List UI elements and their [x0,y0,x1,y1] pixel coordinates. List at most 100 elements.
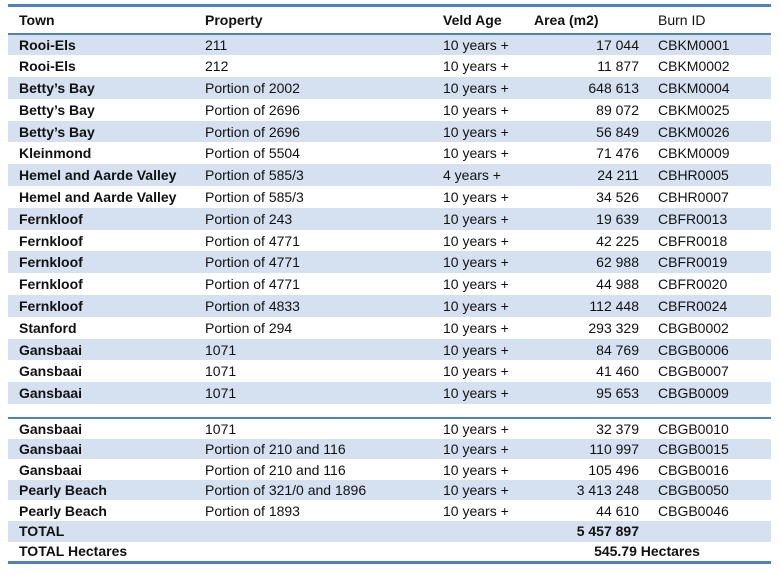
table-row: Gansbaai 1071 10 years + 95 653 CBGB0009 [8,382,771,405]
cell-area: 3 413 248 [576,482,639,499]
cell-burn-id: CBGB0007 [658,363,729,380]
cell-town: Fernkloof [19,232,83,249]
cell-veld-age: 10 years + [443,232,509,249]
cell-town: Fernkloof [19,210,83,227]
cell-area: 11 877 [597,58,639,75]
cell-burn-id: CBFR0019 [658,254,728,271]
cell-area: 84 769 [596,341,639,358]
table-row: Gansbaai 1071 10 years + 41 460 CBGB0007 [8,360,771,382]
table-row: Betty’s Bay Portion of 2696 10 years + 56 8… [8,120,771,143]
cell-veld-age: 10 years + [443,482,509,499]
cell-property: Portion of 294 [205,319,293,336]
cell-area: 71 476 [596,145,639,162]
cell-burn-id: CBKM0009 [658,145,730,162]
burn-table-upper: Town Property Veld Age Area (m2) Burn ID… [8,4,771,405]
cell-town: Betty’s Bay [19,123,95,140]
cell-property: Portion of 243 [205,210,293,227]
cell-town: Rooi-Els [19,36,76,53]
cell-veld-age: 10 years + [443,363,509,380]
cell-property: Portion of 1893 [205,502,300,519]
table-row: Fernkloof Portion of 4771 10 years + 62 988… [8,251,771,274]
cell-property: Portion of 4771 [205,254,300,271]
cell-burn-id: CBKM0025 [658,101,730,118]
cell-veld-age: 10 years + [443,79,509,96]
cell-empty [194,542,432,563]
cell-veld-age: 10 years + [443,385,509,402]
cell-burn-id: CBGB0009 [658,385,729,402]
col-header-burn-id: Burn ID [658,11,706,28]
cell-property: Portion of 5504 [205,145,300,162]
cell-burn-id: CBGB0016 [658,461,729,478]
cell-veld-age: 10 years + [443,420,509,437]
cell-property: Portion of 585/3 [205,167,304,184]
cell-burn-id: CBGB0050 [658,482,729,499]
table-row: Gansbaai Portion of 210 and 116 10 years +… [8,459,771,480]
cell-veld-age: 10 years + [443,341,509,358]
table-row: Fernkloof Portion of 243 10 years + 19 639 C… [8,207,771,230]
cell-veld-age: 10 years + [443,254,509,271]
cell-area: 32 379 [596,420,639,437]
cell-veld-age: 10 years + [443,461,509,478]
cell-burn-id: CBFR0018 [658,232,728,249]
cell-property: Portion of 2696 [205,123,300,140]
cell-town: Rooi-Els [19,58,76,75]
cell-area: 110 997 [589,440,639,457]
cell-empty [432,542,523,563]
cell-property: 1071 [205,385,237,402]
cell-property: Portion of 4833 [205,297,300,314]
table-row: Kleinmond Portion of 5504 10 years + 71 476… [8,142,771,164]
cell-property: 212 [205,58,229,75]
table-row: Gansbaai Portion of 210 and 116 10 years +… [8,438,771,460]
cell-property: 1071 [205,363,237,380]
cell-veld-age: 10 years + [443,297,509,314]
cell-area: 95 653 [596,385,639,402]
table-row: Betty’s Bay Portion of 2696 10 years + 89 0… [8,99,771,121]
cell-area: 56 849 [596,123,639,140]
cell-burn-id: CBFR0013 [658,210,728,227]
cell-veld-age: 10 years + [443,101,509,118]
cell-empty [432,521,523,542]
cell-area: 34 526 [596,188,639,205]
cell-town: Fernkloof [19,297,83,314]
total-hectares-label: TOTAL Hectares [19,543,128,560]
table-row: Fernkloof Portion of 4833 10 years + 112 44… [8,295,771,317]
cell-empty [194,521,432,542]
cell-property: Portion of 585/3 [205,188,304,205]
table-row: Hemel and Aarde Valley Portion of 585/3 10… [8,186,771,208]
cell-burn-id: CBFR0024 [658,297,728,314]
lower-table-body: Gansbaai 1071 10 years +32 379 CBGB0010 Gans… [8,418,771,521]
cell-property: 1071 [205,420,237,437]
cell-empty [647,521,771,542]
cell-town: Kleinmond [19,145,92,162]
table-row: Rooi-Els 211 10 years + 17 044 CBKM0001 [8,33,771,56]
cell-veld-age: 10 years + [443,123,509,140]
cell-area: 293 329 [588,319,639,336]
cell-town: Gansbaai [19,385,83,402]
upper-table-body: Rooi-Els 211 10 years +17 044 CBKM0001 Rooi-… [8,33,771,405]
table-row: Gansbaai 1071 10 years + 32 379 CBGB0010 [8,418,771,439]
cell-area: 44 988 [596,276,639,293]
burn-table-lower: Gansbaai 1071 10 years +32 379 CBGB0010 Gans… [8,417,771,564]
cell-property: Portion of 321/0 and 1896 [205,482,367,499]
table-row: Gansbaai 1071 10 years + 84 769 CBGB0006 [8,338,771,361]
table-row: Betty’s Bay Portion of 2002 10 years + 648 … [8,77,771,99]
cell-town: Gansbaai [19,440,83,457]
cell-town: Gansbaai [19,461,83,478]
col-header-town: Town [19,11,55,28]
cell-veld-age: 10 years + [443,276,509,293]
table-row: Stanford Portion of 294 10 years + 293 329 C… [8,317,771,339]
cell-property: Portion of 210 and 116 [205,461,346,478]
cell-burn-id: CBHR0005 [658,167,729,184]
col-header-area: Area (m2) [534,11,599,28]
table-row: Fernkloof Portion of 4771 10 years + 42 225… [8,230,771,252]
total-area-value: 5 457 897 [576,523,639,540]
cell-burn-id: CBGB0002 [658,319,729,336]
cell-area: 41 460 [596,363,639,380]
cell-town: Hemel and Aarde Valley [19,167,177,184]
cell-burn-id: CBGB0006 [658,341,729,358]
cell-town: Pearly Beach [19,502,107,519]
cell-burn-id: CBGB0046 [658,502,729,519]
cell-area: 89 072 [596,101,639,118]
table-row: Fernkloof Portion of 4771 10 years + 44 988… [8,273,771,295]
cell-property: 211 [205,36,228,53]
